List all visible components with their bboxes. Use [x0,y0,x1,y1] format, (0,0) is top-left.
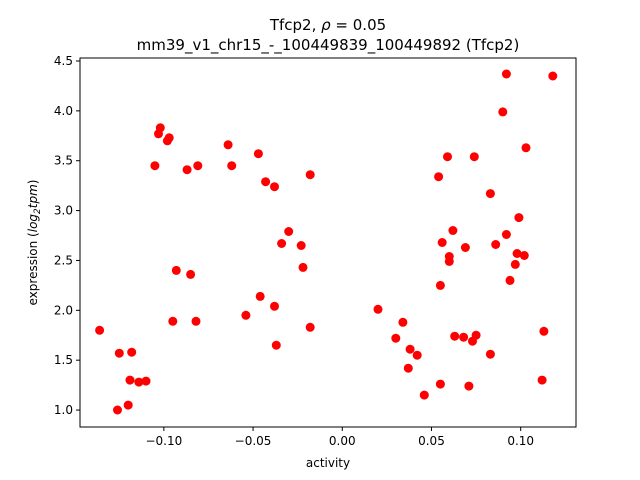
data-point [298,262,308,272]
data-point [296,241,306,250]
data-point [277,239,287,248]
chart-title-line2: mm39_v1_chr15_-_100449839_100449892 (Tfc… [137,36,520,55]
data-point [261,177,271,187]
axes-frame [79,57,577,428]
data-point [223,140,233,150]
x-axis-label: activity [306,456,350,470]
y-tick-label: 3.5 [54,154,73,168]
y-axis-ticks: 1.0 1.5 2.0 2.5 3.0 3.5 4.0 4.5 [54,54,80,417]
data-point [403,363,413,373]
data-point [150,161,160,171]
data-point [501,69,511,79]
data-point [113,405,122,415]
data-point [373,304,383,314]
data-point [512,249,522,258]
data-point [437,238,447,247]
data-point [443,152,452,162]
data-point [537,375,547,385]
y-tick-label: 4.0 [54,104,73,118]
y-tick-label: 2.5 [54,253,73,267]
chart-title-line1: Tfcp2, ρ = 0.05 [269,16,386,34]
data-point [168,316,178,326]
x-tick-label: 0.05 [418,434,445,448]
data-point [305,322,315,332]
data-point [253,149,263,159]
data-point [182,165,192,175]
data-point [514,213,524,223]
data-point [95,325,105,335]
data-point [398,317,408,327]
y-tick-label: 3.0 [54,204,73,218]
x-tick-label: −0.05 [235,434,272,448]
x-tick-label: 0.00 [329,434,356,448]
data-point [498,107,508,117]
y-tick-label: 1.5 [54,353,73,367]
data-point [539,326,549,336]
data-point [419,390,429,400]
data-point [171,265,181,275]
data-point [485,189,495,199]
data-point [450,331,460,341]
data-point [485,349,495,359]
data-point [114,348,124,358]
data-point [405,344,415,354]
x-tick-label: 0.10 [507,434,534,448]
data-point [434,172,444,182]
y-tick-label: 2.0 [54,303,73,317]
data-point [127,347,137,357]
data-point [284,227,294,236]
y-axis-label: expression (log2tpm) [26,180,43,306]
data-point [186,269,196,279]
data-point [255,291,265,301]
data-point [305,170,315,180]
data-point [491,240,501,249]
data-point [510,259,520,269]
data-point [155,123,165,133]
data-point [123,400,133,410]
data-point [519,251,529,260]
data-point [193,161,203,171]
data-point [270,301,279,311]
data-point [164,133,174,143]
x-axis-ticks: −0.10 −0.05 0.00 0.05 0.10 [145,427,534,448]
data-point [459,332,469,342]
data-point [469,152,479,162]
data-point [521,143,531,153]
data-point [471,330,481,340]
data-point [464,381,474,391]
data-point [241,310,251,320]
y-tick-label: 1.0 [54,403,73,417]
data-point [548,71,558,81]
data-point [141,376,151,386]
points-layer [95,69,558,415]
data-point [134,377,144,387]
data-point [271,340,281,350]
data-point [505,275,515,285]
x-tick-label: −0.10 [145,434,182,448]
data-point [412,350,422,360]
data-point [444,256,454,266]
data-point [448,226,458,235]
data-point [125,375,135,385]
data-point [460,243,470,252]
data-point [501,230,511,239]
y-tick-label: 4.5 [54,54,73,68]
data-point [435,379,445,389]
data-point [391,333,401,343]
data-point [270,182,279,192]
data-point [435,280,445,290]
data-point [191,316,201,326]
data-point [227,161,237,171]
plot-area [79,57,577,428]
